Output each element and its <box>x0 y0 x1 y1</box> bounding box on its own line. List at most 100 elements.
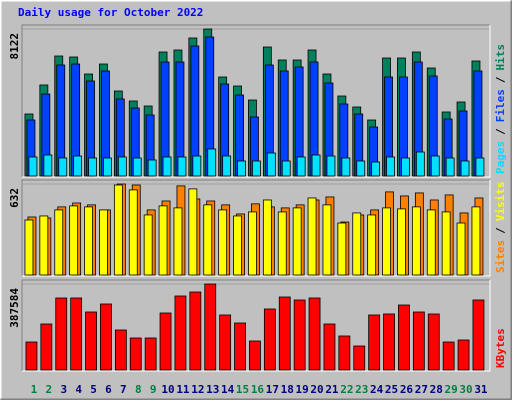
bar <box>69 205 79 276</box>
bar <box>144 337 157 371</box>
bar <box>207 148 217 177</box>
chart-title: Daily usage for October 2022 <box>18 6 203 19</box>
x-tick-label: 31 <box>474 383 488 396</box>
legend-entry: Files <box>494 89 507 122</box>
bar <box>204 283 217 371</box>
bar <box>147 159 157 177</box>
bar <box>88 157 97 177</box>
bar <box>277 211 287 276</box>
bar <box>252 160 261 177</box>
bar <box>132 157 142 177</box>
panel-bevel-light <box>22 280 491 372</box>
x-tick-label: 4 <box>75 383 82 396</box>
bar <box>103 157 112 177</box>
bar <box>293 299 306 371</box>
panel-bevel-dark <box>21 24 490 177</box>
bar <box>25 341 38 371</box>
legend: KBytes <box>494 328 507 368</box>
bar <box>189 291 202 371</box>
y-tick-label: 632 <box>8 188 21 208</box>
x-tick-label: 16 <box>251 383 265 396</box>
x-tick-label: 3 <box>60 383 67 396</box>
bar <box>386 156 395 177</box>
bar <box>233 215 242 276</box>
x-tick-label: 22 <box>340 383 353 396</box>
bar <box>341 157 351 177</box>
bar <box>158 205 168 276</box>
bar <box>117 156 127 177</box>
bar <box>371 161 381 177</box>
bar <box>24 219 34 276</box>
bar <box>188 188 198 276</box>
x-tick-label: 18 <box>281 383 294 396</box>
x-tick-label: 24 <box>370 383 384 396</box>
x-tick-label: 12 <box>191 383 204 396</box>
x-tick-label: 10 <box>161 383 174 396</box>
x-tick-label: 30 <box>459 383 472 396</box>
bar <box>174 295 187 371</box>
bar <box>159 312 172 371</box>
x-tick-label: 19 <box>296 383 309 396</box>
bar <box>412 311 425 371</box>
x-tick-label: 28 <box>430 383 443 396</box>
bar <box>54 209 64 276</box>
x-tick-label: 7 <box>120 383 127 396</box>
bar <box>222 155 232 177</box>
x-tick-label: 29 <box>445 383 458 396</box>
x-tick-label: 27 <box>415 383 428 396</box>
bar <box>368 314 381 371</box>
panel-bevel-dark <box>21 279 490 371</box>
bar <box>113 184 123 276</box>
x-tick-label: 23 <box>355 383 368 396</box>
bar <box>457 339 470 371</box>
bar <box>401 157 410 177</box>
bar <box>177 156 187 177</box>
bar <box>249 340 261 371</box>
legend-entry: Pages <box>494 141 507 174</box>
bar <box>398 304 410 371</box>
x-tick-label: 9 <box>150 383 157 396</box>
bar <box>114 329 127 371</box>
bar <box>353 345 366 371</box>
bar <box>234 322 246 371</box>
bar <box>28 156 38 177</box>
bar <box>263 308 276 371</box>
bar <box>367 214 377 276</box>
bar <box>352 212 362 276</box>
bar <box>337 222 347 276</box>
panel-bevel-light <box>22 25 491 178</box>
legend-entry: Hits <box>494 44 507 71</box>
bar <box>415 151 425 177</box>
bar <box>143 214 153 276</box>
legend: Pages / Files / Hits <box>494 44 507 174</box>
bar <box>219 314 232 371</box>
bar <box>281 160 291 177</box>
bar <box>129 337 142 371</box>
bar <box>279 70 289 177</box>
y-tick-label: 8122 <box>8 33 21 60</box>
bar <box>73 155 83 177</box>
panel-bevel-dark <box>21 179 490 276</box>
bar <box>40 323 53 371</box>
x-tick-label: 25 <box>385 383 398 396</box>
bar <box>472 299 485 371</box>
bar <box>99 209 108 276</box>
bar <box>383 313 395 371</box>
bar <box>84 206 93 276</box>
bar <box>58 157 68 177</box>
bar <box>248 211 257 276</box>
bar <box>323 323 336 371</box>
bar <box>411 206 421 276</box>
bar <box>128 189 138 276</box>
bar <box>322 204 332 276</box>
bar <box>356 160 366 177</box>
x-tick-label: 15 <box>236 383 249 396</box>
bar <box>307 197 317 276</box>
bar <box>203 204 213 276</box>
bar <box>308 297 321 371</box>
bar <box>43 154 53 177</box>
x-tick-label: 2 <box>46 383 53 396</box>
legend-entry: Sites <box>494 240 507 273</box>
x-tick-label: 26 <box>400 383 414 396</box>
